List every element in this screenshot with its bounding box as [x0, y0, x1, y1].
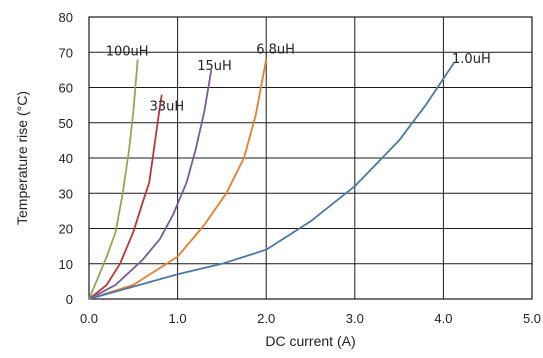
y-tick-label: 60 [59, 81, 73, 96]
x-tick-label: 4.0 [434, 311, 452, 326]
series-line-1-0uh [88, 62, 455, 300]
x-tick-label: 5.0 [523, 311, 541, 326]
series-label: 33uH [150, 100, 185, 115]
y-tick-label: 20 [59, 222, 73, 237]
y-axis-ticks: 0 10 20 30 40 50 60 70 80 [59, 10, 73, 307]
y-tick-label: 70 [59, 45, 73, 60]
y-tick-label: 40 [59, 151, 73, 166]
plot-frame [88, 16, 533, 300]
y-tick-label: 50 [59, 116, 73, 131]
x-tick-label: 2.0 [257, 311, 275, 326]
y-tick-label: 30 [59, 186, 73, 201]
series-lines [88, 59, 455, 300]
series-label: 15uH [197, 59, 232, 74]
series-labels: 100uH 33uH 15uH 6.8uH 1.0uH [106, 42, 491, 114]
x-axis-title: DC current (A) [265, 333, 355, 349]
x-tick-label: 3.0 [346, 311, 364, 326]
y-tick-label: 80 [59, 10, 73, 25]
x-tick-label: 1.0 [169, 311, 187, 326]
series-label: 1.0uH [452, 52, 491, 67]
series-line-15uh [88, 69, 213, 300]
x-tick-label: 0.0 [80, 311, 98, 326]
y-tick-label: 0 [66, 292, 73, 307]
y-tick-label: 10 [59, 257, 73, 272]
y-axis-title: Temperature rise (°C) [14, 91, 30, 225]
series-line-100uh [88, 59, 139, 300]
series-line-33uh [88, 94, 163, 300]
series-label: 6.8uH [256, 42, 295, 57]
plot-border [88, 16, 533, 300]
series-line-6-8uh [88, 59, 268, 300]
x-axis-ticks: 0.0 1.0 2.0 3.0 4.0 5.0 [80, 311, 541, 326]
series-label: 100uH [106, 44, 149, 59]
